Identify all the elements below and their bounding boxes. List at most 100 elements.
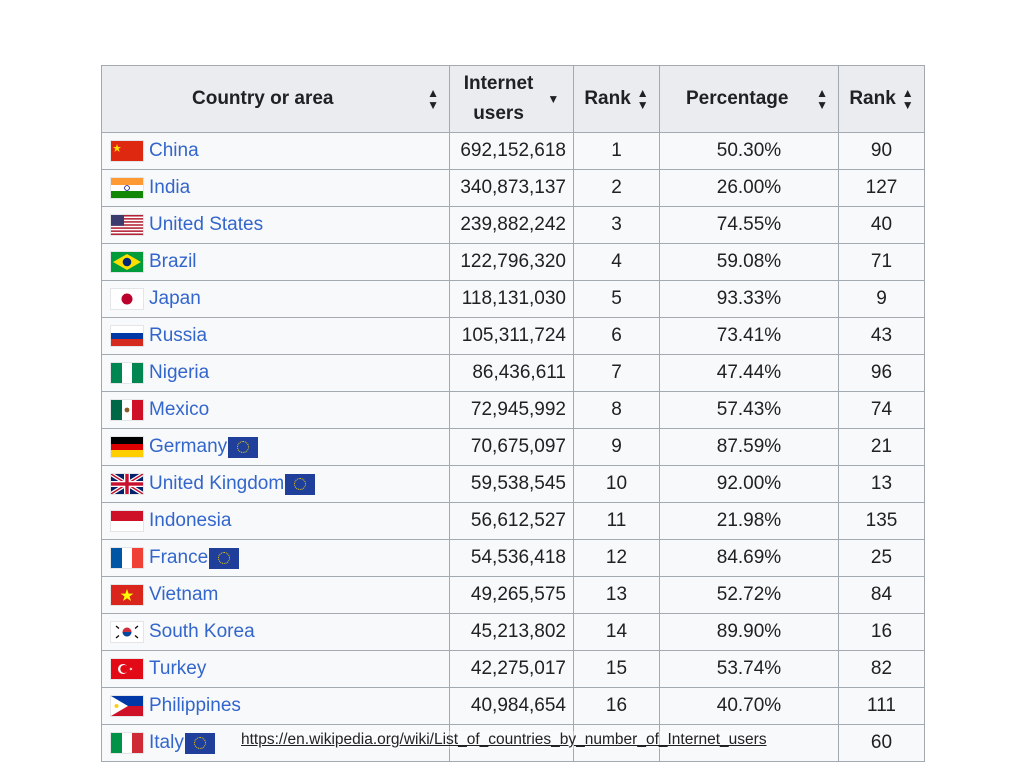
rank2-cell: 43 [838,317,925,355]
table-row: China 692,152,618 1 50.30% 90 [101,132,925,170]
table-row: Philippines 40,984,654 16 40.70% 111 [101,687,925,725]
rank-cell: 13 [573,576,660,614]
internet-users-cell: 70,675,097 [449,428,574,466]
country-link[interactable]: China [149,140,199,161]
column-header-rank2[interactable]: Rank ▲ ▼ [838,65,925,133]
flag-br-icon [111,252,143,272]
percentage-cell: 87.59% [659,428,839,466]
source-url-link[interactable]: https://en.wikipedia.org/wiki/List_of_co… [241,731,767,749]
rank-cell: 6 [573,317,660,355]
internet-users-cell: 692,152,618 [449,132,574,170]
sort-updown-icon[interactable]: ▲ ▼ [901,86,914,112]
percentage-cell: 93.33% [659,280,839,318]
column-header-users-line1: Internet [463,73,534,94]
internet-users-cell: 42,275,017 [449,650,574,688]
rank2-cell: 60 [838,724,925,762]
country-link[interactable]: Japan [149,288,201,309]
table-row: Russia 105,311,724 6 73.41% 43 [101,317,925,355]
percentage-cell: 92.00% [659,465,839,503]
table-row: Mexico 72,945,992 8 57.43% 74 [101,391,925,429]
country-cell: United Kingdom [101,465,450,503]
country-link[interactable]: France [149,547,209,568]
column-header-rank[interactable]: Rank ▲ ▼ [573,65,660,133]
flag-us-icon [111,215,143,235]
country-link[interactable]: Russia [149,325,208,346]
percentage-cell: 47.44% [659,354,839,392]
rank2-cell: 111 [838,687,925,725]
flag-ng-icon [111,363,143,383]
rank-cell: 12 [573,539,660,577]
country-cell: United States [101,206,450,244]
table-row: Nigeria 86,436,611 7 47.44% 96 [101,354,925,392]
table-row: South Korea 45,213,802 14 89.90% 16 [101,613,925,651]
country-link[interactable]: Italy [149,732,184,753]
eu-flag-icon [209,547,240,569]
flag-ru-icon [111,326,143,346]
rank2-cell: 74 [838,391,925,429]
flag-tr-icon [111,659,143,679]
rank2-cell: 82 [838,650,925,688]
rank2-cell: 127 [838,169,925,207]
table-row: France 54,536,418 12 84.69% 25 [101,539,925,577]
percentage-cell: 57.43% [659,391,839,429]
column-header-internet-users[interactable]: Internet users ▼ [449,65,574,133]
percentage-cell: 59.08% [659,243,839,281]
country-link[interactable]: Turkey [149,658,207,679]
rank2-cell: 40 [838,206,925,244]
country-link[interactable]: Vietnam [149,584,219,605]
sort-updown-icon[interactable]: ▲ ▼ [636,86,649,112]
country-link[interactable]: Nigeria [149,362,210,383]
country-link[interactable]: South Korea [149,621,255,642]
table-row: India 340,873,137 2 26.00% 127 [101,169,925,207]
country-link[interactable]: Brazil [149,251,197,272]
flag-it-icon [111,733,143,753]
sort-updown-icon[interactable]: ▲ ▼ [427,86,439,112]
rank-cell: 8 [573,391,660,429]
column-header-percentage-label: Percentage [686,88,789,109]
country-cell: India [101,169,450,207]
internet-users-cell: 49,265,575 [449,576,574,614]
country-link[interactable]: Philippines [149,695,241,716]
eu-flag-icon [184,732,215,754]
internet-users-cell: 239,882,242 [449,206,574,244]
sort-updown-icon[interactable]: ▲ ▼ [816,86,828,112]
rank2-cell: 9 [838,280,925,318]
table-row: Turkey 42,275,017 15 53.74% 82 [101,650,925,688]
column-header-country[interactable]: Country or area ▲ ▼ [101,65,450,133]
flag-vn-icon [111,585,143,605]
percentage-cell [659,724,839,762]
country-link[interactable]: United Kingdom [149,473,285,494]
table-row: Italy 60 [101,724,925,762]
internet-users-cell: 340,873,137 [449,169,574,207]
table-row: Vietnam 49,265,575 13 52.72% 84 [101,576,925,614]
percentage-cell: 74.55% [659,206,839,244]
rank2-cell: 25 [838,539,925,577]
internet-users-cell: 72,945,992 [449,391,574,429]
rank-cell: 5 [573,280,660,318]
rank-cell: 10 [573,465,660,503]
sort-down-icon[interactable]: ▼ [547,92,560,106]
country-link[interactable]: India [149,177,191,198]
rank2-cell: 13 [838,465,925,503]
table-row: Indonesia 56,612,527 11 21.98% 135 [101,502,925,540]
column-header-rank-label: Rank [584,88,631,109]
country-link[interactable]: Indonesia [149,510,232,531]
eu-flag-icon [285,473,316,495]
country-link[interactable]: Germany [149,436,228,457]
flag-in-icon [111,178,143,198]
rank-cell: 11 [573,502,660,540]
country-cell: France [101,539,450,577]
percentage-cell: 84.69% [659,539,839,577]
country-link[interactable]: Mexico [149,399,210,420]
country-cell: Nigeria [101,354,450,392]
rank-cell: 15 [573,650,660,688]
column-header-percentage[interactable]: Percentage ▲ ▼ [659,65,839,133]
flag-fr-icon [111,548,143,568]
eu-flag-icon [228,436,259,458]
country-cell: Italy [101,724,450,762]
percentage-cell: 26.00% [659,169,839,207]
header-row: Country or area ▲ ▼ Internet users ▼ [101,65,925,133]
percentage-cell: 50.30% [659,132,839,170]
internet-users-cell: 56,612,527 [449,502,574,540]
country-link[interactable]: United States [149,214,264,235]
